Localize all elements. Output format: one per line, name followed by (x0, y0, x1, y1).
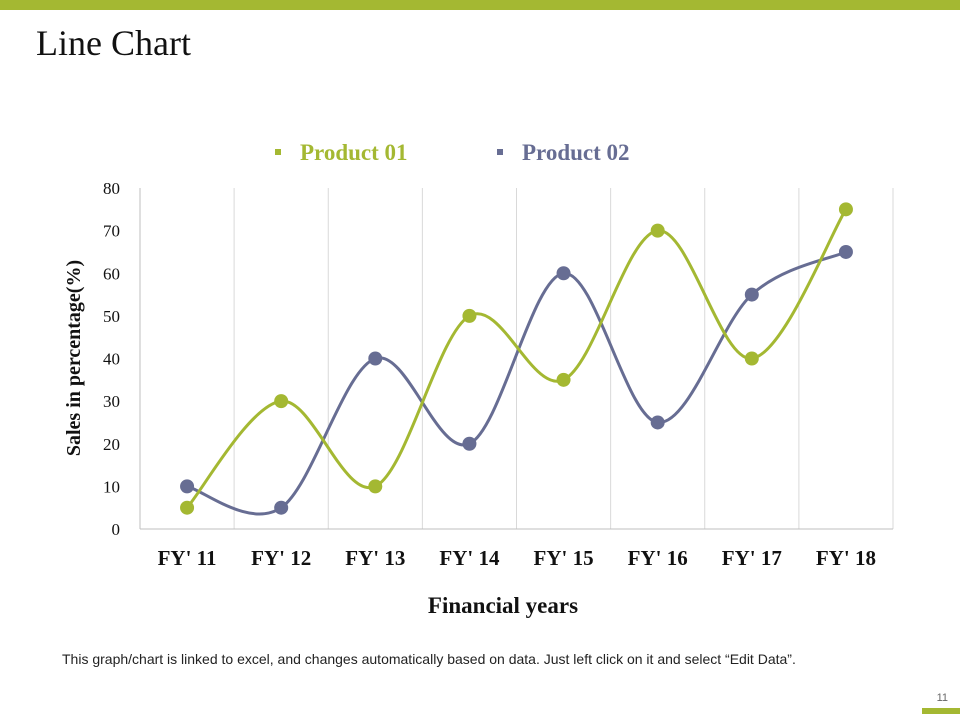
data-point-product-02[interactable]: Product 02 FY' 18: 65 (838, 244, 853, 259)
data-point-product-01[interactable]: Product 01 FY' 13: 10 (368, 479, 383, 494)
y-axis-title: Sales in percentage(%) (63, 260, 85, 456)
grid-lines (233, 188, 894, 529)
y-tick-label: 60 (103, 264, 120, 283)
bottom-accent-bar (922, 708, 960, 714)
x-tick-label: FY' 15 (534, 546, 594, 570)
data-point-product-02[interactable]: Product 02 FY' 12: 5 (274, 500, 289, 515)
x-tick-label: FY' 18 (816, 546, 876, 570)
slide-title: Line Chart (36, 23, 191, 63)
y-tick-label: 0 (112, 520, 121, 539)
x-tick-label: FY' 13 (345, 546, 405, 570)
y-tick-label: 40 (103, 350, 120, 369)
data-point-product-01[interactable]: Product 01 FY' 17: 40 (744, 351, 759, 366)
y-tick-label: 50 (103, 307, 120, 326)
data-point-product-01[interactable]: Product 01 FY' 12: 30 (274, 394, 289, 409)
data-point-product-01[interactable]: Product 01 FY' 11: 5 (180, 500, 195, 515)
data-point-product-01[interactable]: Product 01 FY' 16: 70 (650, 223, 665, 238)
axes: 0 10 20 30 40 50 60 70 80 FY' 11 FY' 12 FY' 13 FY' 1… (103, 179, 893, 570)
x-axis-title: Financial years (428, 593, 578, 618)
x-tick-label: FY' 17 (722, 546, 782, 570)
legend-item-product-02[interactable]: Product 02 (497, 140, 630, 165)
series-line-product-01 (185, 208, 848, 509)
x-tick-label: FY' 11 (158, 546, 217, 570)
legend-label: Product 02 (522, 140, 630, 165)
legend-label: Product 01 (300, 140, 408, 165)
legend-marker (275, 149, 281, 155)
data-point-product-02[interactable]: Product 02 FY' 17: 55 (744, 287, 759, 302)
chart-legend[interactable]: Product 01 Product 02 (275, 140, 630, 165)
data-point-product-02[interactable]: Product 02 FY' 16: 25 (650, 415, 665, 430)
y-tick-label: 70 (103, 222, 120, 241)
data-point-product-02[interactable]: Product 02 FY' 14: 20 (462, 436, 477, 451)
x-tick-label: FY' 14 (439, 546, 500, 570)
y-tick-label: 30 (103, 392, 120, 411)
top-accent-bar (0, 0, 960, 10)
footnote: This graph/chart is linked to excel, and… (62, 651, 796, 667)
x-tick-label: FY' 12 (251, 546, 311, 570)
data-point-product-01[interactable]: Product 01 FY' 14: 50 (462, 308, 477, 323)
data-point-product-01[interactable]: Product 01 FY' 18: 75 (838, 202, 853, 217)
y-tick-label: 80 (103, 179, 120, 198)
data-point-product-02[interactable]: Product 02 FY' 15: 60 (556, 266, 571, 281)
y-tick-label: 20 (103, 435, 120, 454)
data-point-product-02[interactable]: Product 02 FY' 11: 10 (180, 479, 195, 494)
slide-number: 11 (936, 692, 948, 704)
x-tick-label: FY' 16 (628, 546, 688, 570)
y-tick-label: 10 (103, 477, 120, 496)
legend-item-product-01[interactable]: Product 01 (275, 140, 408, 165)
data-point-product-02[interactable]: Product 02 FY' 13: 40 (368, 351, 383, 366)
data-point-product-01[interactable]: Product 01 FY' 15: 35 (556, 372, 571, 387)
legend-marker (497, 149, 503, 155)
series-layer: Product 02 FY' 11: 10 Product 02 FY' 12: … (180, 202, 853, 516)
